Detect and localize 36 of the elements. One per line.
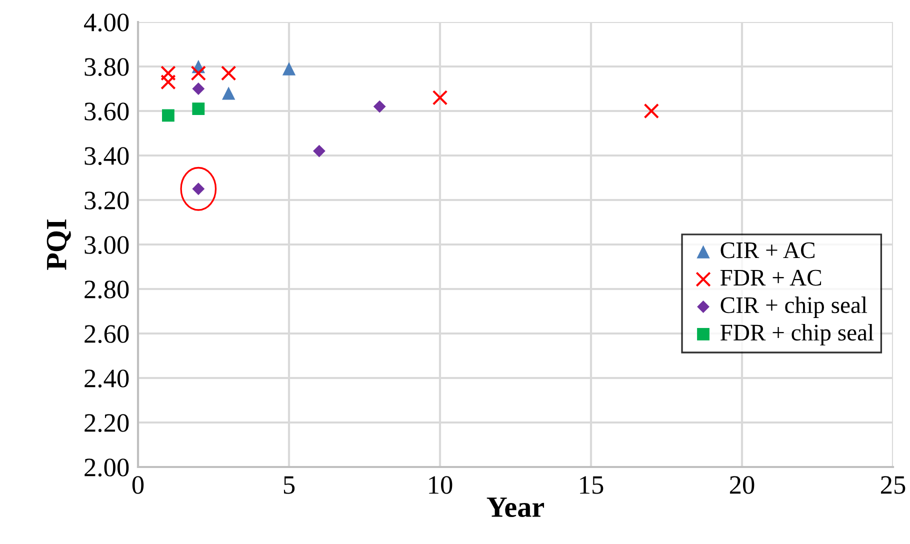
point [222,86,236,100]
x-tick-label: 25 [880,476,906,494]
point [160,74,176,90]
y-tick-label: 2.80 [84,280,129,299]
y-tick-label: 2.60 [84,325,129,344]
y-tick-label: 3.80 [84,58,129,76]
legend-label: FDR + chip seal [720,324,874,346]
point [220,66,236,81]
point [373,100,386,113]
y-tick-label: 2.40 [84,370,129,388]
y-tick-label: 2.20 [84,414,129,432]
point [282,62,296,76]
x-tick-label: 5 [284,476,295,494]
x-tick-label: 15 [580,476,604,494]
y-tick-label: 3.00 [84,236,129,254]
x-tick-label: 10 [429,476,452,494]
y-tick-label: 3.60 [84,102,129,121]
point [190,66,206,81]
y-axis-title: PQI [46,220,71,270]
point [644,103,660,119]
x-axis-title: Year [486,498,544,518]
point [432,90,448,106]
legend-label: CIR + chip seal [720,296,868,318]
x-tick-label: 0 [132,476,144,494]
point [192,82,205,95]
point [192,102,205,115]
y-tick-label: 4.00 [84,14,129,32]
point [160,66,176,81]
legend-label: CIR + AC [720,242,814,258]
legend-label: FDR + AC [720,270,822,286]
y-tick-label: 3.40 [84,147,129,166]
y-tick-label: 2.00 [84,458,129,477]
point [162,109,174,122]
x-tick-label: 20 [730,476,754,494]
y-tick-label: 3.20 [84,192,129,210]
point [312,144,326,158]
